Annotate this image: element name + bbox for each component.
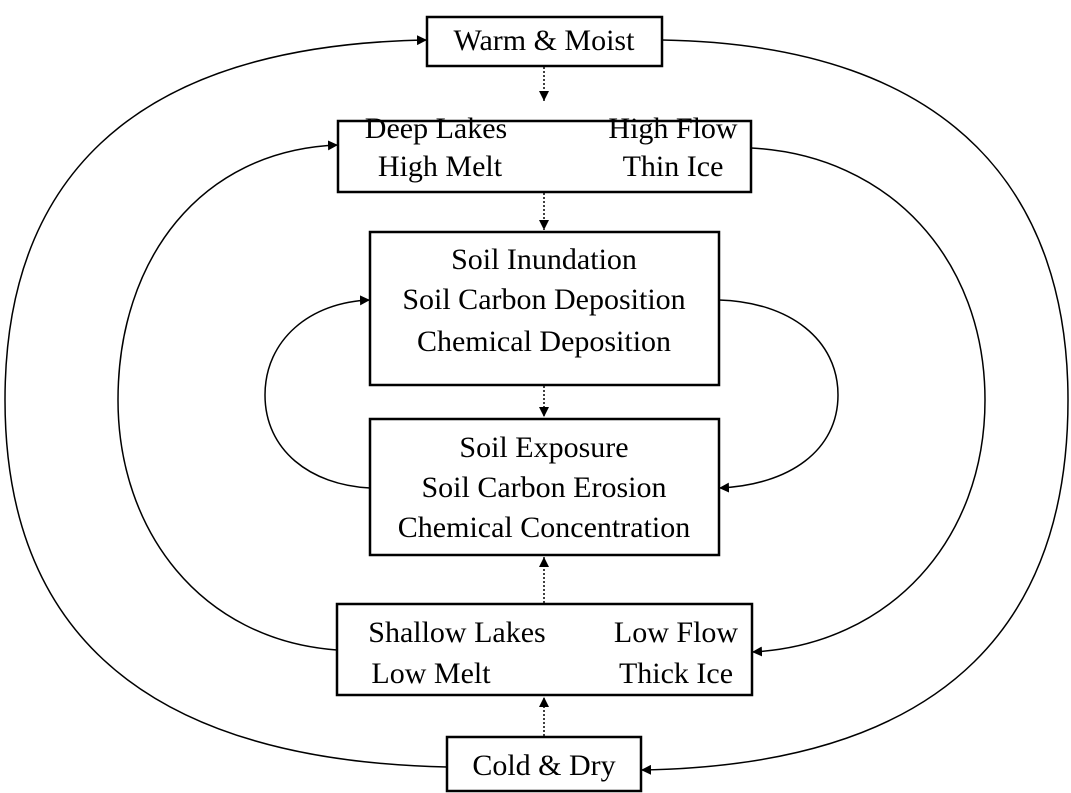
node-label: Soil Carbon Erosion <box>422 471 667 504</box>
node-label: Warm & Moist <box>454 24 636 57</box>
node-label: Shallow Lakes <box>368 616 545 649</box>
inner-left-cycle <box>264 295 371 489</box>
outer-left-cycle <box>4 35 448 768</box>
node-label: Thin Ice <box>623 150 724 183</box>
node-label: Low Flow <box>614 616 739 649</box>
middle-right-cycle <box>750 147 986 657</box>
node-label: Soil Exposure <box>459 431 628 464</box>
node-label: Chemical Deposition <box>417 325 671 358</box>
inner-right-cycle <box>718 299 839 493</box>
node-label: Deep Lakes <box>365 112 507 145</box>
node-label: Thick Ice <box>619 657 733 690</box>
warm-box <box>425 15 664 68</box>
deep-box <box>336 119 753 194</box>
outer-right-cycle <box>640 39 1069 775</box>
inundation-box <box>368 230 721 387</box>
node-label: High Flow <box>608 112 738 145</box>
node-label: Low Melt <box>371 657 491 690</box>
cold-box <box>445 735 643 793</box>
middle-left-cycle <box>117 140 339 651</box>
exposure-box <box>368 417 721 557</box>
node-label: High Melt <box>378 150 503 183</box>
node-label: Soil Carbon Deposition <box>402 283 685 316</box>
shallow-box <box>335 602 754 697</box>
node-label: Soil Inundation <box>451 243 637 276</box>
node-label: Chemical Concentration <box>398 511 690 544</box>
node-label: Cold & Dry <box>472 749 615 782</box>
